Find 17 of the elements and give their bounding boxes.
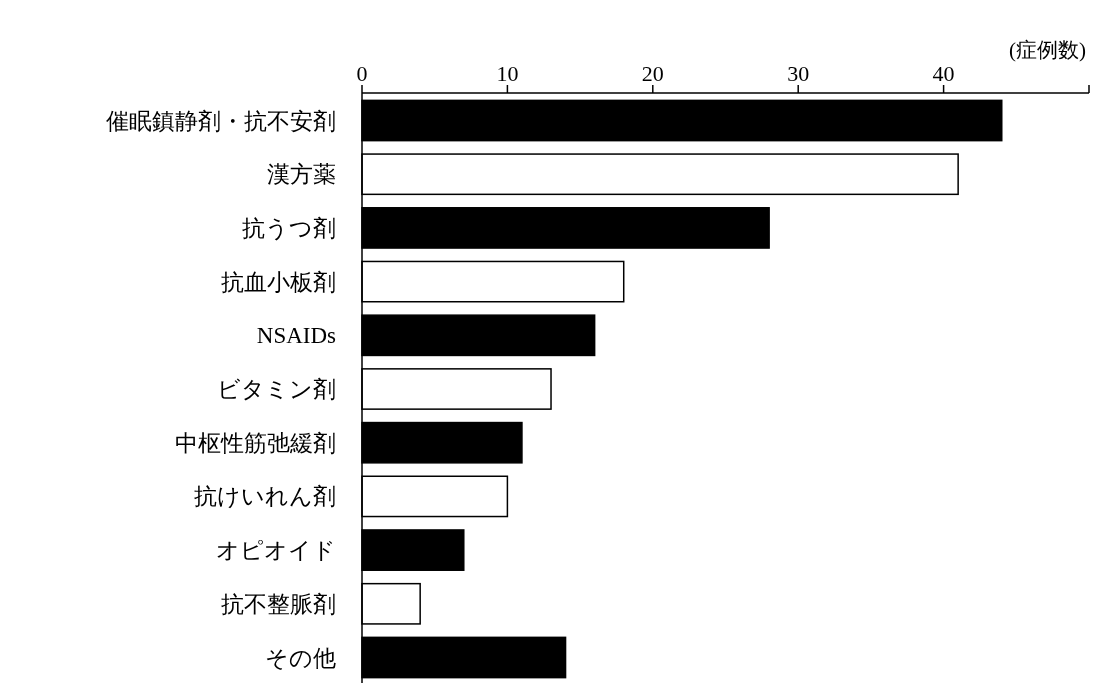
x-tick-label: 40 [932,61,955,86]
y-tick-label: NSAIDs [256,323,337,349]
x-axis-title: (症例数) [1009,38,1086,62]
x-tick-label: 30 [787,61,810,86]
y-tick-label: その他 [265,645,336,671]
y-tick-label: 中枢性筋弛緩剤 [175,430,336,456]
y-tick-label: 抗うつ剤 [242,215,336,241]
x-tick-label: 20 [641,61,664,86]
y-tick-label: 抗けいれん剤 [194,484,336,510]
y-tick-label: 抗血小板剤 [221,269,336,295]
y-tick-label: オピオイド [216,538,336,564]
x-tick-label: 10 [496,61,519,86]
y-tick-label: 抗不整脈剤 [221,591,336,617]
x-tick-label: 0 [356,61,368,86]
y-tick-label: ビタミン剤 [217,377,336,403]
y-tick-label: 漢方薬 [267,162,336,188]
y-tick-label: 催眠鎮静剤・抗不安剤 [106,108,336,134]
